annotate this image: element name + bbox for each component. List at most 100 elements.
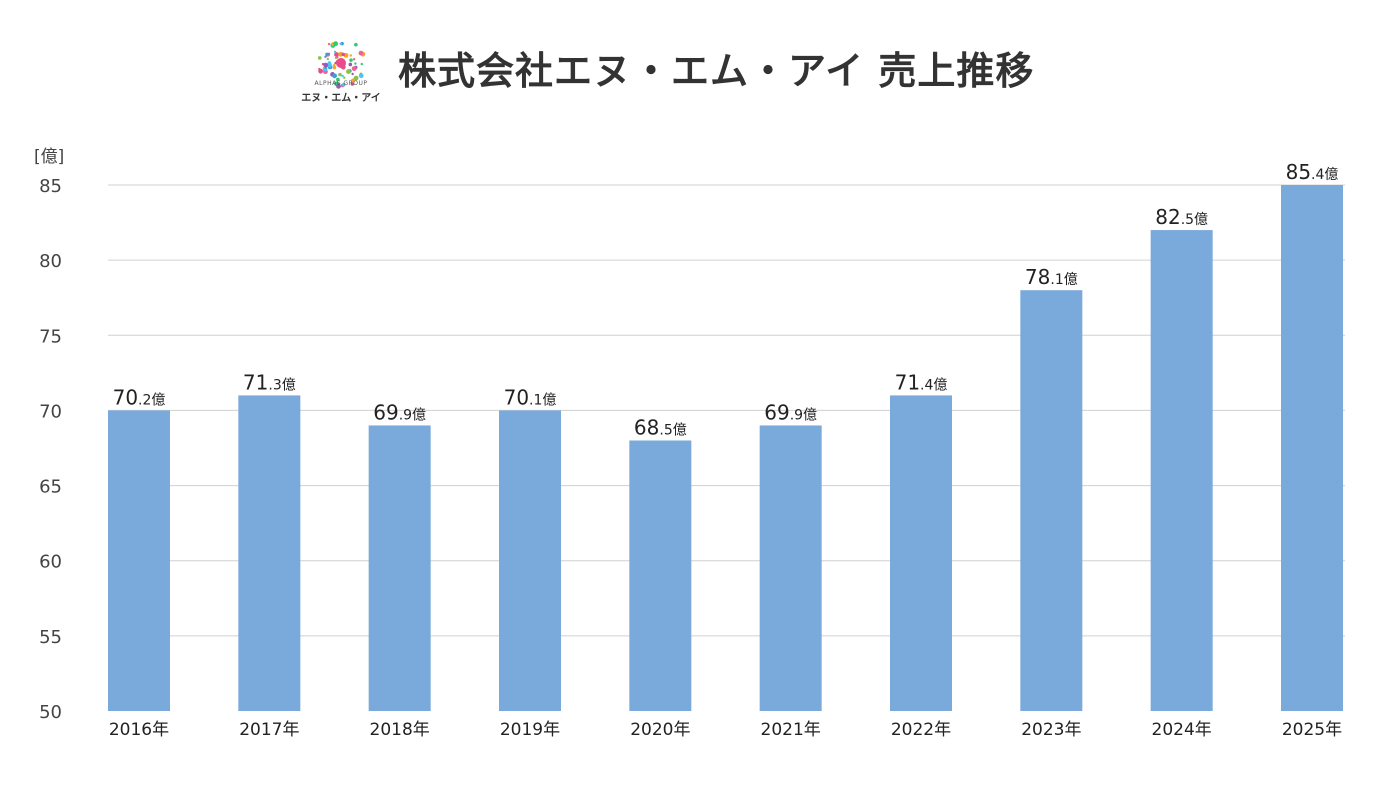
logo-dot: [346, 69, 351, 74]
x-tick-label: 2024年: [1152, 720, 1212, 740]
bar-2020年: [629, 440, 692, 711]
data-label-decimal: .4億: [920, 377, 947, 393]
data-label-decimal: .2億: [138, 392, 165, 408]
logo-dot: [336, 83, 341, 89]
logo-dot: [324, 55, 327, 58]
logo-dot: [327, 62, 332, 68]
logo-dot: [323, 62, 329, 68]
data-label-integer: 69: [373, 400, 398, 424]
logo-dot: [341, 74, 344, 78]
x-tick-label: 2016年: [109, 720, 169, 740]
data-label: 70.1億: [504, 385, 557, 409]
data-label: 69.9億: [764, 400, 817, 424]
logo-dot: [351, 66, 357, 72]
logo-dot: [338, 72, 342, 77]
data-label-integer: 70: [113, 385, 138, 409]
x-tick-label: 2018年: [370, 720, 430, 740]
x-tick-label: 2017年: [239, 720, 299, 740]
logo-dot: [352, 57, 356, 61]
data-label-integer: 68: [634, 415, 659, 439]
logo-dot: [334, 52, 339, 57]
data-label-integer: 70: [504, 385, 529, 409]
logo-dot: [332, 73, 337, 79]
y-tick-label: 65: [39, 477, 62, 498]
logo-dot: [333, 41, 339, 47]
page-title: 株式会社エヌ・エム・アイ 売上推移: [398, 49, 1035, 93]
logo-dot: [318, 67, 321, 71]
logo-dot: [358, 73, 364, 79]
logo-dot: [358, 50, 364, 56]
y-tick-label: 75: [39, 326, 62, 347]
logo-dot: [317, 56, 322, 60]
logo-dot: [348, 62, 353, 67]
y-tick-label: 55: [39, 627, 62, 648]
data-label: 78.1億: [1025, 265, 1078, 289]
data-label: 71.3億: [243, 370, 296, 394]
data-label-decimal: .1億: [529, 392, 556, 408]
logo-dot: [339, 42, 342, 45]
bar-2023年: [1020, 290, 1083, 711]
logo-company-name: エヌ・エム・アイ: [301, 93, 381, 104]
logo-dot: [327, 42, 331, 46]
data-label-integer: 69: [764, 400, 789, 424]
x-tick-label: 2025年: [1282, 720, 1342, 740]
data-label-integer: 78: [1025, 265, 1050, 289]
data-label-integer: 71: [895, 370, 920, 394]
data-label-decimal: .5億: [659, 422, 686, 438]
data-label-decimal: .5億: [1181, 212, 1208, 228]
data-label-decimal: .3億: [268, 377, 295, 393]
data-label: 68.5億: [634, 415, 687, 439]
logo-dot: [354, 42, 358, 47]
y-axis-label: [億]: [34, 147, 64, 167]
data-label-decimal: .1億: [1050, 272, 1077, 288]
x-tick-label: 2022年: [891, 720, 951, 740]
logo-dot: [353, 75, 359, 81]
bar-2016年: [108, 410, 170, 711]
logo-dot: [351, 78, 355, 83]
data-label-integer: 71: [243, 370, 268, 394]
data-label-integer: 82: [1155, 205, 1180, 229]
logo-group-text: ALPHAS GROUP: [314, 80, 368, 87]
logo-center-dot: [336, 58, 346, 68]
logo-dot: [343, 76, 346, 79]
logo-dot: [326, 57, 330, 61]
logo-dot: [334, 56, 338, 60]
logo-dot: [332, 65, 337, 70]
data-label: 70.2億: [113, 385, 166, 409]
logo-dot: [349, 54, 353, 57]
logo-dot: [360, 62, 364, 66]
x-tick-label: 2019年: [500, 720, 560, 740]
data-label-decimal: .9億: [399, 407, 426, 423]
bar-2025年: [1281, 185, 1343, 711]
bar-2018年: [368, 425, 431, 711]
logo-dot: [350, 82, 355, 86]
y-tick-label: 85: [39, 176, 62, 197]
logo-dot: [341, 82, 346, 87]
x-tick-label: 2021年: [761, 720, 821, 740]
data-label: 71.4億: [895, 370, 948, 394]
logo-dot: [349, 58, 353, 62]
data-label: 82.5億: [1155, 205, 1208, 229]
logo-dot: [325, 52, 329, 57]
company-logo: [317, 41, 366, 89]
logo-dot: [336, 77, 340, 82]
bar-2017年: [238, 395, 301, 711]
bar-2024年: [1150, 230, 1213, 712]
x-tick-label: 2020年: [630, 720, 690, 740]
logo-dot: [333, 50, 337, 53]
y-tick-label: 80: [39, 251, 62, 272]
logo-dot: [341, 52, 346, 57]
x-tick-label: 2023年: [1021, 720, 1081, 740]
y-tick-label: 60: [39, 552, 62, 573]
logo-dot: [354, 62, 357, 65]
data-label: 85.4億: [1286, 160, 1339, 184]
y-tick-label: 50: [39, 702, 62, 723]
data-label-integer: 85: [1286, 160, 1311, 184]
bar-2022年: [890, 395, 952, 711]
bar-2019年: [499, 410, 561, 711]
bar-2021年: [759, 425, 822, 711]
data-label-decimal: .9億: [790, 407, 817, 423]
y-tick-label: 70: [39, 401, 62, 422]
data-label-decimal: .4億: [1311, 167, 1338, 183]
